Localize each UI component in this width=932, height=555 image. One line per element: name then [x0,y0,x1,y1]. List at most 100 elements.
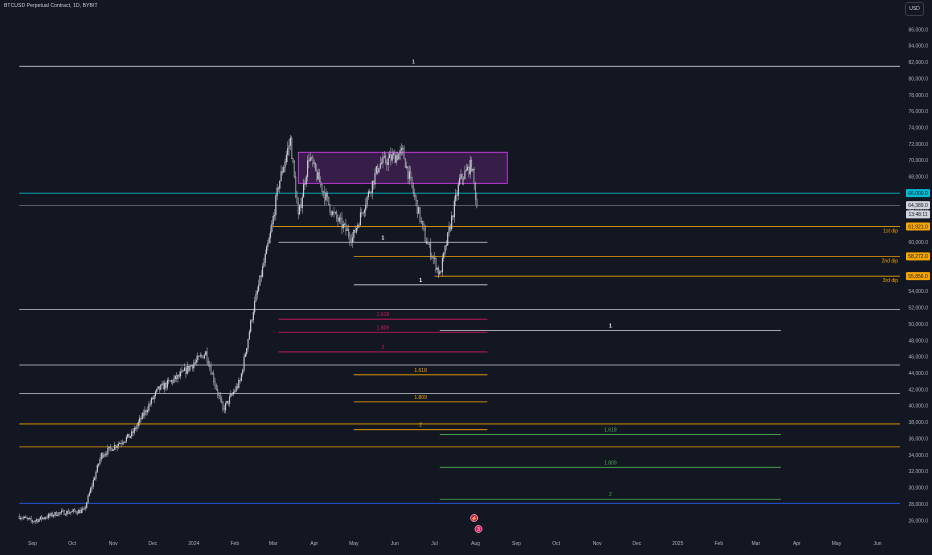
candle-body [41,516,43,520]
candle-body [86,502,88,508]
candle-body [320,181,322,185]
candle-body [202,355,204,359]
candle-body [140,418,142,420]
candle-body [172,380,174,383]
candle-body [468,166,470,175]
currency-button[interactable]: USD [905,2,924,16]
time-tick-label: Apr [310,541,318,547]
candle-body [166,380,168,388]
candle-body [276,187,278,196]
candles-layer [18,134,478,525]
candle-body [108,446,110,449]
candle-body [303,184,305,198]
time-tick-label: Nov [109,541,118,547]
candle-body [250,320,252,333]
candle-body [242,369,244,374]
time-tick-label: 2025 [672,541,683,547]
candle-body [292,158,294,162]
candle-body [280,171,282,181]
candle-body [328,196,330,205]
candle-body [459,178,461,185]
candle-body [318,172,320,183]
candle-body [243,356,245,371]
candle-body [422,220,424,225]
time-axis[interactable]: Sep Oct Nov Dec 2024 Feb Mar Apr May Jun Jul Aug Sep… [0,537,900,550]
candle-body [129,435,131,438]
candle-body [346,229,348,231]
candle-body [147,410,149,413]
candle-body [24,516,26,518]
candle-body [419,207,421,222]
price-tick-label: 48,000.0 [909,338,929,344]
candle-body [452,215,454,218]
candle-body [334,212,336,214]
time-axis-bg [0,537,900,550]
candle-body [338,217,340,222]
event-label: 3 [477,527,480,533]
time-tick-label: Mar [269,541,278,547]
candle-body [258,285,260,291]
candle-body [203,354,205,359]
candle-body [226,400,228,404]
candle-body [474,183,477,200]
candle-body [254,301,256,313]
candle-body [74,509,76,512]
candle-body [370,192,372,194]
candle-body [92,479,94,487]
time-tick-label: May [349,541,359,547]
extension-label: 2 [382,345,385,351]
candle-body [263,262,265,267]
candle-body [295,176,297,197]
candle-body [18,516,20,519]
candle-body [300,204,302,208]
extension-label: 1.618 [377,312,390,318]
candle-body [70,511,72,513]
candle-body [50,513,52,516]
candle-body [353,229,355,238]
candle-body [186,365,188,374]
candle-body [395,155,397,163]
candle-body [355,227,358,233]
level-label: 1 [412,59,415,65]
candle-body [198,355,200,357]
candle-body [473,168,475,184]
candle-body [26,517,28,519]
candle-body [165,382,167,388]
candle-body [291,137,293,159]
candle-body [307,160,309,177]
candle-body [457,184,459,196]
candle-body [414,192,416,197]
candle-body [349,235,351,241]
candle-body [256,290,258,295]
candle-body [378,168,380,173]
candle-body [400,148,402,151]
candle-body [109,446,112,449]
extension-label: 1.809 [414,395,427,401]
candle-body [325,192,327,201]
price-tick-label: 32,000.0 [909,469,929,475]
candle-body [428,243,430,245]
candle-body [420,220,422,222]
candle-body [20,518,22,519]
candle-body [424,228,426,242]
candle-body [128,433,130,438]
candle-body [125,437,127,442]
candle-body [207,361,209,366]
candle-body [87,495,89,503]
candle-body [418,207,420,214]
candle-body [239,380,241,381]
candle-body [304,183,306,185]
candle-body [106,453,108,455]
candle-body [182,370,184,372]
candle-body [223,408,225,411]
candle-body [385,156,387,163]
candle-body [168,380,170,382]
candle-body [469,160,471,175]
candle-body [62,510,64,512]
candle-body [432,257,434,259]
candle-body [317,172,319,180]
symbol-title: BTCUSD Perpetual Contract, 1D, BYBIT [4,3,98,9]
price-tick-label: 78,000.0 [909,93,929,99]
